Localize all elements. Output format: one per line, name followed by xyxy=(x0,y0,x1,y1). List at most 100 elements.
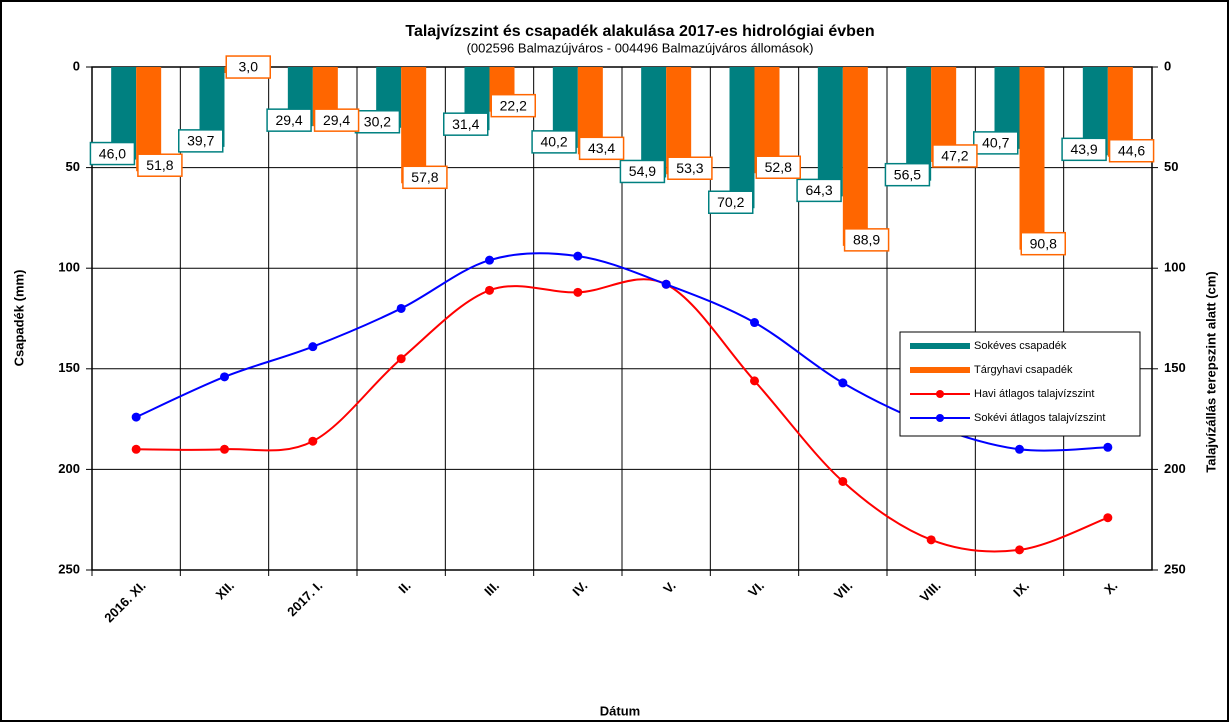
value-label-box xyxy=(932,144,978,168)
value-label: 30,2 xyxy=(364,113,391,129)
line-marker xyxy=(750,318,759,328)
line-marker xyxy=(926,535,936,545)
value-label: 64,3 xyxy=(805,182,832,198)
value-label-box xyxy=(531,130,577,154)
line-marker xyxy=(220,372,229,382)
value-label-box xyxy=(225,55,271,79)
value-label-box xyxy=(1108,138,1155,163)
value-label: 54,9 xyxy=(629,163,656,179)
y-tick-label: 200 xyxy=(58,461,80,476)
chart-title: Talajvízszint és csapadék alakulása 2017… xyxy=(405,23,874,40)
value-label-box xyxy=(708,190,754,214)
bar xyxy=(641,67,667,178)
value-label-box xyxy=(973,131,1019,155)
y-tick-label: 250 xyxy=(58,561,80,576)
line-marker xyxy=(838,476,848,486)
y-tick-label: 100 xyxy=(58,260,80,275)
bar xyxy=(817,67,843,197)
value-label-box xyxy=(402,165,448,190)
value-label: 56,5 xyxy=(894,166,921,182)
value-label: 29,4 xyxy=(275,112,302,128)
value-label-box xyxy=(266,108,312,132)
value-label-box xyxy=(89,141,136,166)
line-marker xyxy=(485,285,494,295)
value-label-box xyxy=(884,162,931,187)
legend-label: Havi átlagos talajvízszint xyxy=(974,388,1094,400)
legend: Sokéves csapadék Tárgyhavi csapadék Havi á… xyxy=(899,331,1141,437)
value-label: 39,7 xyxy=(187,133,214,149)
bar xyxy=(729,67,755,209)
bar xyxy=(666,67,692,175)
bar xyxy=(401,67,427,184)
y-tick-label: 150 xyxy=(58,360,80,375)
legend-swatch xyxy=(910,343,970,349)
value-label: 22,2 xyxy=(500,97,527,113)
value-label: 31,4 xyxy=(452,116,479,132)
value-label: 44,6 xyxy=(1118,142,1145,158)
legend-marker xyxy=(936,414,944,422)
value-label-box xyxy=(313,108,360,132)
line-marker xyxy=(573,251,583,261)
legend-label: Sokéves csapadék xyxy=(974,340,1067,352)
value-label-box xyxy=(619,159,666,184)
line-marker xyxy=(308,436,318,446)
legend-box xyxy=(899,331,1141,437)
value-label: 52,8 xyxy=(765,159,792,175)
value-label-box xyxy=(755,155,801,179)
line-marker xyxy=(750,376,759,386)
y2-tick-label: 150 xyxy=(1164,360,1186,375)
value-label-box xyxy=(1020,231,1066,256)
line-marker xyxy=(661,279,671,289)
value-label-box xyxy=(667,156,713,180)
line-marker xyxy=(131,412,141,422)
y2-tick-label: 200 xyxy=(1164,461,1186,476)
y-tick-label: 50 xyxy=(66,159,80,174)
bar xyxy=(906,67,932,181)
y2-tick-label: 50 xyxy=(1164,159,1178,174)
line-marker xyxy=(573,287,583,297)
value-label: 29,4 xyxy=(323,112,350,128)
line-marker xyxy=(1015,545,1024,555)
legend-label: Tárgyhavi csapadék xyxy=(974,364,1073,376)
y2-tick-label: 0 xyxy=(1164,58,1171,73)
value-label: 40,7 xyxy=(982,135,1009,151)
y2-tick-label: 250 xyxy=(1164,561,1186,576)
line-marker xyxy=(1103,513,1113,523)
chart-subtitle: (002596 Balmazújváros - 004496 Balmazújv… xyxy=(467,40,814,55)
value-label: 47,2 xyxy=(941,148,968,164)
value-label-box xyxy=(796,178,842,203)
y-axis-title: Csapadék (mm) xyxy=(11,270,26,367)
value-label: 3,0 xyxy=(239,59,259,75)
value-label-box xyxy=(843,228,890,252)
line-marker xyxy=(396,303,406,313)
value-label-box xyxy=(443,112,489,136)
line-marker xyxy=(1103,442,1113,452)
bar xyxy=(842,67,868,246)
value-label: 40,2 xyxy=(540,134,567,150)
legend-swatch xyxy=(910,367,970,373)
value-label: 51,8 xyxy=(146,157,173,173)
y2-axis-title: Talajvízállás terepszint alatt (cm) xyxy=(1203,271,1218,472)
x-axis-title: Dátum xyxy=(600,703,640,718)
value-label: 46,0 xyxy=(99,145,126,161)
line-marker xyxy=(838,378,848,388)
y-tick-label: 0 xyxy=(73,58,80,73)
legend-marker xyxy=(936,390,944,398)
value-label: 57,8 xyxy=(411,169,438,185)
value-label: 43,9 xyxy=(1070,141,1097,157)
value-label-box xyxy=(1061,137,1107,162)
y2-tick-label: 100 xyxy=(1164,260,1186,275)
bar xyxy=(1019,67,1045,250)
value-label-box xyxy=(137,153,183,177)
legend-label: Sokévi átlagos talajvízszint xyxy=(974,412,1105,424)
value-label: 90,8 xyxy=(1030,235,1057,251)
line-marker xyxy=(485,255,494,265)
value-label: 53,3 xyxy=(676,160,703,176)
value-label: 88,9 xyxy=(853,232,880,248)
line-marker xyxy=(131,444,141,454)
value-label: 43,4 xyxy=(588,140,615,156)
line-marker xyxy=(396,354,406,364)
value-label-box xyxy=(490,93,536,118)
value-label: 70,2 xyxy=(717,194,744,210)
